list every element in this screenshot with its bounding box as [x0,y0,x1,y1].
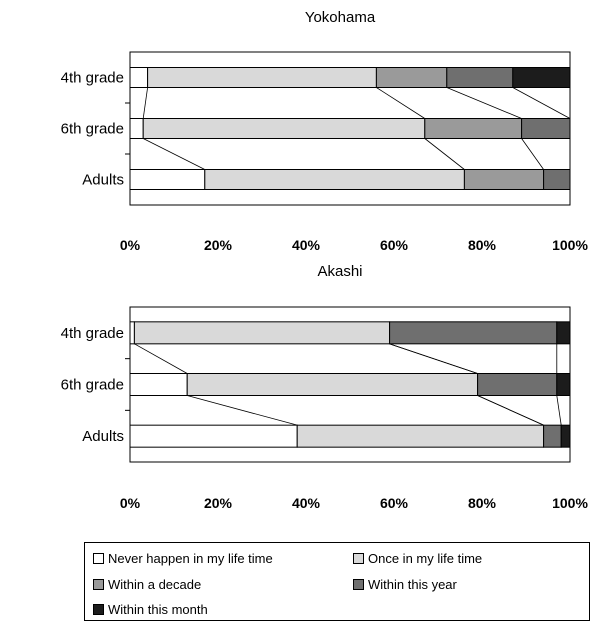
bar-1-4th-grade-year [389,321,558,345]
category-label-1-4th-grade: 4th grade [61,325,124,342]
legend-item-year: Within this year [353,577,457,592]
legend-item-decade: Within a decade [93,577,201,592]
bar-0-6th-grade-year [521,118,571,139]
bar-1-4th-grade-never [129,321,135,345]
legend-swatch-never [93,553,104,564]
series-line-1-1-year [556,395,562,426]
category-label-0-4th-grade: 4th grade [61,70,124,87]
bar-1-adults-once [296,424,545,448]
x-tick-label-0-3: 60% [380,237,409,253]
bar-1-adults-year [543,424,562,448]
legend-swatch-year [353,579,364,590]
series-line-1-1-never [187,395,298,426]
bar-1-4th-grade-once [133,321,391,345]
legend-label-once: Once in my life time [368,551,483,566]
bar-0-4th-grade-never [129,67,149,88]
series-line-0-0-decade [446,87,522,119]
series-line-0-1-once [424,138,465,170]
series-line-0-1-never [143,138,205,170]
legend-item-month: Within this month [93,602,208,617]
bar-0-4th-grade-decade [375,67,448,88]
category-label-1-adults: Adults [82,428,124,445]
x-tick-label-0-0: 0% [120,237,141,253]
chart-area: Yokohama 4th grade 6th grade Adults 0% 20% 40%… [61,9,589,511]
bar-0-6th-grade-decade [424,118,523,139]
bar-0-adults-year [543,169,571,190]
legend-swatch-decade [93,579,104,590]
x-tick-label-1-2: 40% [292,495,321,511]
bar-0-6th-grade-once [142,118,426,139]
legend-label-decade: Within a decade [108,577,202,592]
x-tick-label-0-1: 20% [204,237,233,253]
chart-title-1: Akashi [317,263,362,280]
bar-1-4th-grade-month [556,321,571,345]
bar-0-4th-grade-month [512,67,571,88]
bar-1-6th-grade-once [186,373,479,396]
bar-0-adults-once [204,169,465,190]
bar-0-adults-never [129,169,206,190]
legend-swatch-once [353,553,364,564]
series-line-1-0-decade [389,343,478,374]
legend-item-never: Never happen in my life time [93,551,273,566]
legend-label-never: Never happen in my life time [108,551,273,566]
x-tick-label-0-4: 80% [468,237,497,253]
bar-1-6th-grade-year [477,373,558,396]
category-label-0-6th-grade: 6th grade [61,121,124,138]
series-line-1-1-decade [477,395,544,426]
bar-0-adults-decade [463,169,545,190]
series-line-0-0-never [142,87,148,119]
x-tick-label-1-0: 0% [120,495,141,511]
legend-label-year: Within this year [368,577,457,592]
series-line-0-0-year [512,87,571,119]
chart-title-0: Yokohama [305,9,376,26]
category-label-1-6th-grade: 6th grade [61,377,124,394]
series-line-1-0-never [134,343,188,374]
legend-swatch-month [93,604,104,615]
bar-1-6th-grade-never [129,373,188,396]
series-line-0-1-decade [521,138,544,170]
legend: Never happen in my life time Once in my … [84,542,590,621]
legend-label-month: Within this month [108,602,208,617]
x-tick-label-1-1: 20% [204,495,233,511]
x-tick-label-1-3: 60% [380,495,409,511]
category-label-0-adults: Adults [82,172,124,189]
series-line-0-0-once [376,87,426,119]
bar-0-4th-grade-once [147,67,377,88]
bar-0-4th-grade-year [446,67,514,88]
x-tick-label-1-4: 80% [468,495,497,511]
x-tick-label-0-2: 40% [292,237,321,253]
bar-1-6th-grade-month [556,373,571,396]
x-tick-label-0-5: 100% [552,237,588,253]
bar-0-6th-grade-never [129,118,144,139]
legend-item-once: Once in my life time [353,551,482,566]
x-tick-label-1-5: 100% [552,495,588,511]
bar-1-adults-never [129,424,298,448]
bar-1-adults-month [560,424,571,448]
